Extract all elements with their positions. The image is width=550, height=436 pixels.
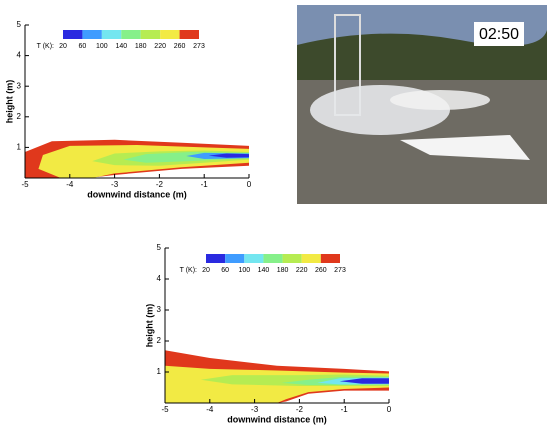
colorbar-swatch	[206, 254, 226, 263]
colorbar-tick-label: 100	[238, 267, 250, 274]
colorbar-swatch	[160, 30, 180, 39]
colorbar-swatch	[82, 30, 102, 39]
y-tick-label: 2	[17, 112, 22, 121]
colorbar-tick-label: 180	[135, 43, 147, 50]
x-tick-label: -3	[251, 405, 259, 414]
x-tick-label: -5	[21, 180, 29, 189]
x-tick-label: -4	[66, 180, 74, 189]
colorbar-swatch	[179, 30, 199, 39]
colorbar-tick-label: 60	[221, 267, 229, 274]
colorbar-swatch	[282, 254, 302, 263]
colorbar-swatch	[244, 254, 264, 263]
colorbar-tick-label: 273	[193, 43, 205, 50]
colorbar-tick-label: 20	[202, 267, 210, 274]
y-tick-label: 5	[157, 243, 162, 252]
x-tick-label: -1	[201, 180, 209, 189]
colorbar-swatch	[320, 254, 340, 263]
y-tick-label: 1	[157, 367, 162, 376]
colorbar-tick-label: 220	[296, 267, 308, 274]
x-tick-label: -1	[341, 405, 349, 414]
y-tick-label: 4	[17, 51, 22, 60]
colorbar-swatch	[301, 254, 321, 263]
x-axis-label: downwind distance (m)	[87, 189, 187, 199]
y-tick-label: 2	[157, 336, 162, 345]
photo: 02:50	[297, 5, 547, 204]
colorbar-tick-label: 273	[334, 267, 346, 274]
y-tick-label: 3	[157, 305, 162, 314]
colorbar-swatch	[225, 254, 245, 263]
y-tick-label: 1	[17, 143, 22, 152]
x-tick-label: -5	[161, 405, 169, 414]
y-tick-label: 4	[157, 274, 162, 283]
colorbar-swatch	[101, 30, 122, 39]
colorbar-tick-label: 260	[315, 267, 327, 274]
y-axis-label: height (m)	[144, 304, 154, 348]
x-tick-label: -3	[111, 180, 119, 189]
colorbar-swatch	[140, 30, 161, 39]
contour-band	[208, 153, 249, 158]
x-axis-label: downwind distance (m)	[227, 414, 327, 424]
y-tick-label: 3	[17, 81, 22, 90]
colorbar-tick-label: 140	[258, 267, 270, 274]
colorbar-label: T (K):	[180, 267, 197, 274]
x-tick-label: -4	[206, 405, 214, 414]
colorbar-tick-label: 140	[115, 43, 127, 50]
colorbar-label: T (K):	[37, 43, 54, 50]
x-tick-label: 0	[387, 405, 392, 414]
x-tick-label: -2	[156, 180, 164, 189]
colorbar-tick-label: 60	[79, 43, 87, 50]
colorbar-swatch	[121, 30, 141, 39]
timestamp: 02:50	[479, 26, 519, 43]
contour-chart: -5 -4 -3 -2 -1 0 1 2 3 4 5 downwind distance (m) hei…	[4, 20, 251, 199]
y-axis-label: height (m)	[4, 80, 14, 124]
colorbar-swatch	[263, 254, 283, 263]
colorbar-swatch	[63, 30, 83, 39]
colorbar-tick-label: 180	[277, 267, 289, 274]
x-tick-label: 0	[247, 180, 252, 189]
y-tick-label: 5	[17, 20, 22, 29]
colorbar-tick-label: 220	[154, 43, 166, 50]
colorbar-tick-label: 260	[174, 43, 186, 50]
colorbar-tick-label: 100	[96, 43, 108, 50]
colorbar-tick-label: 20	[59, 43, 67, 50]
contour-chart: -5 -4 -3 -2 -1 0 1 2 3 4 5 downwind distance (m) hei…	[144, 243, 391, 424]
x-tick-label: -2	[296, 405, 304, 414]
contour-band	[339, 378, 389, 384]
